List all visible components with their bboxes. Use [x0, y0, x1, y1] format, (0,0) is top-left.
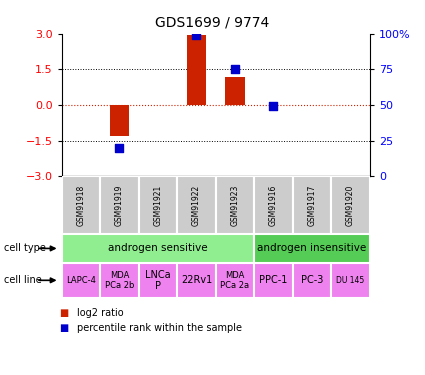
Bar: [110, 105, 129, 136]
Text: GSM91919: GSM91919: [115, 184, 124, 226]
Bar: [293, 176, 331, 234]
Text: log2 ratio: log2 ratio: [76, 308, 123, 318]
Text: GSM91922: GSM91922: [192, 185, 201, 226]
Bar: [177, 262, 215, 298]
Text: GSM91916: GSM91916: [269, 184, 278, 226]
Text: PC-3: PC-3: [301, 275, 323, 285]
Text: MDA
PCa 2a: MDA PCa 2a: [221, 271, 249, 290]
Bar: [215, 262, 254, 298]
Text: cell type: cell type: [4, 243, 46, 254]
Text: GSM91923: GSM91923: [230, 184, 239, 226]
Text: MDA
PCa 2b: MDA PCa 2b: [105, 271, 134, 290]
Text: GSM91920: GSM91920: [346, 184, 355, 226]
Text: GSM91918: GSM91918: [76, 185, 85, 226]
Bar: [254, 176, 293, 234]
Bar: [100, 176, 139, 234]
Bar: [254, 234, 370, 262]
Text: GSM91917: GSM91917: [307, 184, 317, 226]
Bar: [225, 76, 244, 105]
Point: [116, 145, 123, 151]
Bar: [100, 262, 139, 298]
Text: androgen sensitive: androgen sensitive: [108, 243, 208, 254]
Text: GSM91921: GSM91921: [153, 185, 162, 226]
Text: ■: ■: [60, 323, 69, 333]
Bar: [331, 176, 370, 234]
Bar: [215, 176, 254, 234]
Bar: [139, 176, 177, 234]
Text: androgen insensitive: androgen insensitive: [258, 243, 367, 254]
Bar: [62, 234, 254, 262]
Text: ■: ■: [60, 308, 69, 318]
Point: [232, 66, 238, 72]
Bar: [187, 35, 206, 105]
Bar: [254, 262, 293, 298]
Text: PPC-1: PPC-1: [259, 275, 288, 285]
Bar: [62, 176, 100, 234]
Text: DU 145: DU 145: [336, 276, 365, 285]
Text: 22Rv1: 22Rv1: [181, 275, 212, 285]
Text: LAPC-4: LAPC-4: [66, 276, 96, 285]
Bar: [331, 262, 370, 298]
Text: GDS1699 / 9774: GDS1699 / 9774: [156, 15, 269, 29]
Bar: [293, 262, 331, 298]
Bar: [139, 262, 177, 298]
Point: [270, 104, 277, 110]
Text: LNCa
P: LNCa P: [145, 270, 171, 291]
Bar: [177, 176, 215, 234]
Bar: [62, 262, 100, 298]
Text: percentile rank within the sample: percentile rank within the sample: [76, 323, 241, 333]
Text: cell line: cell line: [4, 275, 42, 285]
Point: [193, 32, 200, 38]
